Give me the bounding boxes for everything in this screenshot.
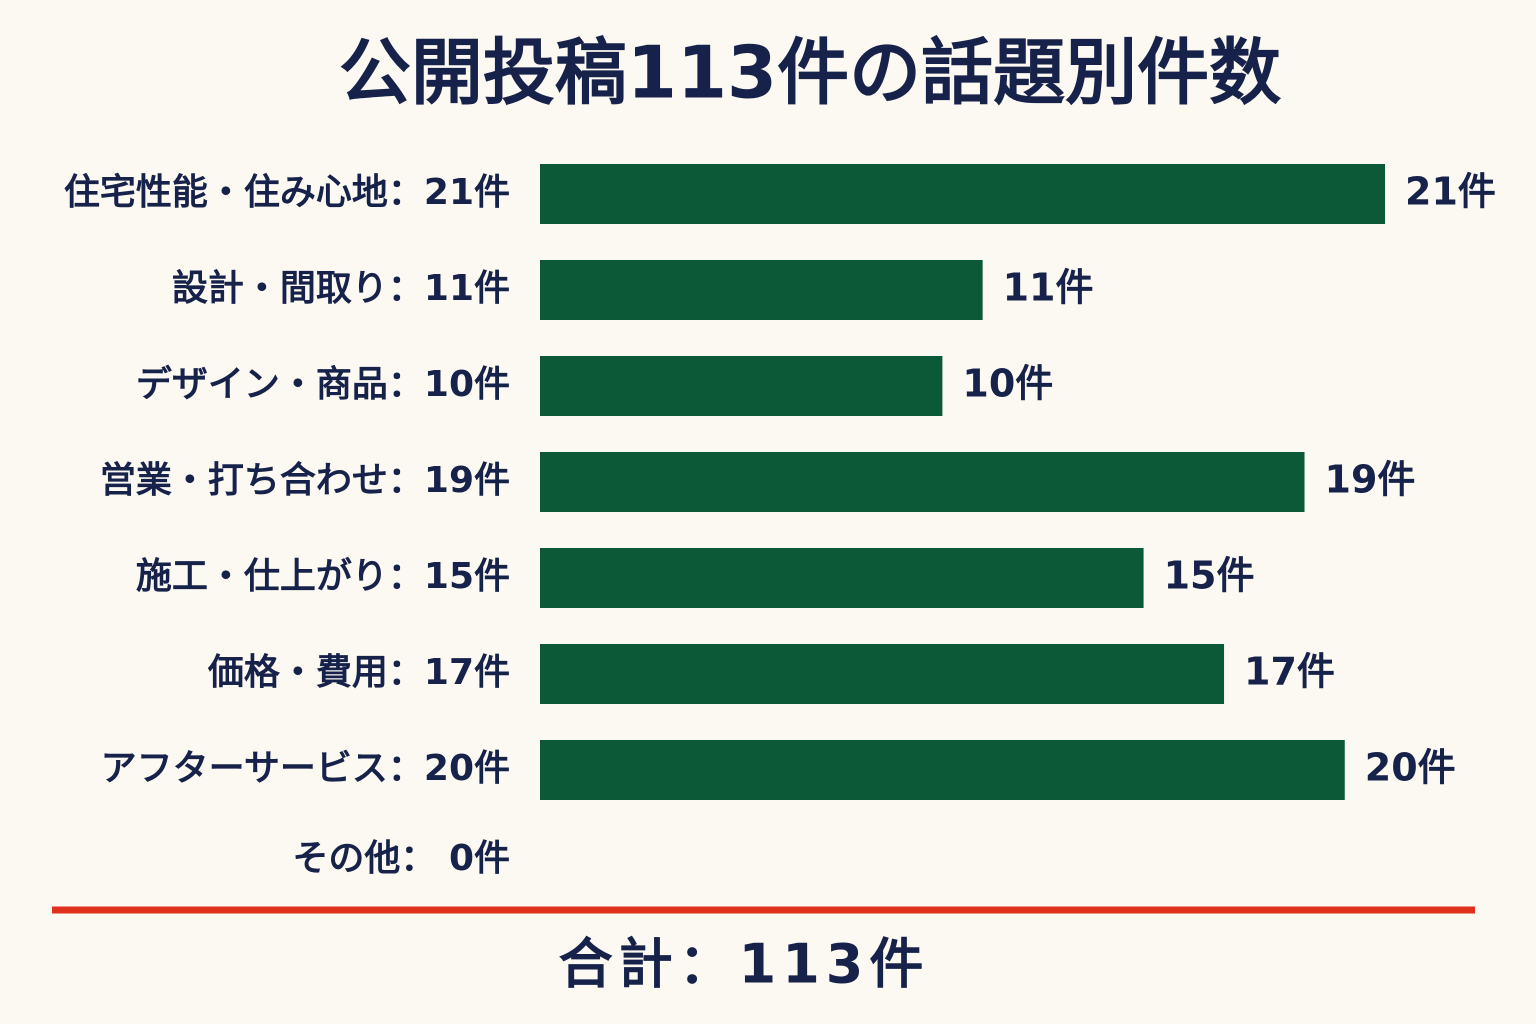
category-label: 営業・打ち合わせ：19件 <box>100 460 510 501</box>
bar <box>540 740 1345 800</box>
value-label: 20件 <box>1365 746 1456 790</box>
bar <box>540 356 943 416</box>
value-label: 10件 <box>962 362 1053 406</box>
total-label: 合計：113件 <box>559 933 930 996</box>
category-label: デザイン・商品：10件 <box>136 363 510 405</box>
category-label: 設計・間取り：11件 <box>172 268 510 309</box>
bar <box>540 548 1144 608</box>
chart-title: 公開投稿113件の話題別件数 <box>339 31 1281 115</box>
category-label: アフターサービス：20件 <box>101 748 510 789</box>
category-label: 価格・費用：17件 <box>207 652 510 693</box>
value-label: 21件 <box>1405 170 1496 214</box>
category-label: 住宅性能・住み心地：21件 <box>64 171 510 213</box>
bar <box>540 644 1225 704</box>
category-label: その他： 0件 <box>292 838 510 879</box>
value-label: 15件 <box>1164 554 1255 598</box>
bar <box>540 452 1305 512</box>
bar <box>540 260 983 320</box>
value-label: 17件 <box>1244 650 1335 694</box>
bar <box>540 164 1385 224</box>
category-label: 施工・仕上がり：15件 <box>136 556 510 597</box>
value-label: 19件 <box>1325 458 1416 502</box>
value-label: 11件 <box>1003 266 1094 310</box>
